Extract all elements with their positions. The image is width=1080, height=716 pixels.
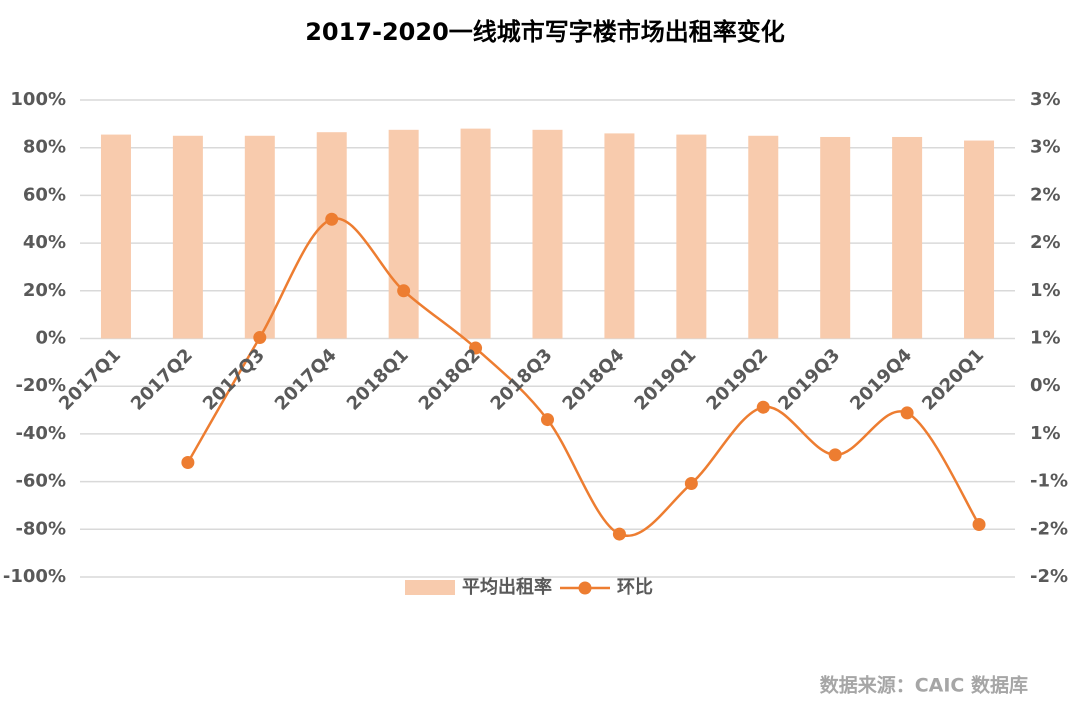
x-tick-label: 2017Q2	[127, 345, 197, 415]
y2-tick-label: 3%	[1030, 89, 1061, 110]
y-tick-label: 40%	[23, 232, 66, 253]
source: 数据来源：CAIC 数据库	[820, 674, 1028, 697]
x-tick-label: 2018Q4	[559, 345, 629, 415]
y-tick-label: -40%	[15, 423, 66, 444]
x-tick-label: 2018Q1	[343, 345, 413, 415]
y2-tick-label: 1%	[1030, 328, 1061, 349]
line-point	[541, 413, 554, 427]
y2-tick-label: 2%	[1030, 184, 1061, 205]
line-point	[828, 448, 842, 462]
y-tick-label: 20%	[23, 280, 66, 301]
y2-tick-label: -1%	[1030, 471, 1068, 492]
y-tick-label: 60%	[23, 184, 66, 205]
line-point	[325, 212, 339, 226]
line	[186, 217, 981, 538]
y2-tick-label: -2%	[1030, 566, 1068, 587]
bar	[604, 133, 635, 339]
bar	[460, 128, 491, 339]
bar	[172, 135, 203, 339]
x-tick-label: 2017Q4	[271, 345, 341, 415]
chart-title: 2017-2020一线城市写字楼市场出租率变化	[305, 18, 785, 46]
line-point	[181, 456, 195, 470]
x-tick-label: 2019Q4	[846, 345, 916, 415]
legend-label: 平均出租率	[462, 576, 552, 598]
legend-swatch	[405, 580, 455, 595]
line-point	[900, 406, 914, 420]
y2-tick-label: 3%	[1030, 137, 1061, 158]
y-tick-label: -20%	[15, 375, 66, 396]
line-point	[397, 284, 411, 298]
y-tick-label: -100%	[3, 566, 66, 587]
line-point	[972, 518, 986, 532]
y2-tick-label: 1%	[1030, 423, 1061, 444]
bar	[676, 134, 707, 339]
line-point	[469, 341, 483, 355]
line-point	[253, 331, 267, 345]
y2-tick-label: 0%	[1030, 375, 1061, 396]
y2-tick-label: 2%	[1030, 232, 1061, 253]
x-tick-label: 2017Q3	[199, 345, 269, 415]
bar	[820, 136, 851, 339]
bar	[748, 135, 779, 339]
y2-tick-label: 1%	[1030, 280, 1061, 301]
y-tick-label: -80%	[15, 518, 66, 539]
legend-label: 环比	[617, 577, 653, 598]
y-tick-label: 100%	[10, 89, 66, 110]
bar	[244, 135, 275, 339]
bar	[532, 129, 563, 339]
line-point	[684, 477, 698, 491]
x-tick-label: 2018Q3	[487, 345, 557, 415]
legend-swatch	[578, 581, 592, 595]
line-point	[612, 527, 626, 541]
x-tick-label: 2019Q3	[774, 345, 844, 415]
x-tick-label: 2020Q1	[918, 345, 988, 415]
x-tick-label: 2019Q1	[630, 345, 700, 415]
y-tick-label: -60%	[15, 471, 66, 492]
bar	[316, 132, 347, 339]
y-tick-label: 0%	[35, 328, 66, 349]
y-tick-label: 80%	[23, 137, 66, 158]
x-tick-label: 2018Q2	[415, 345, 485, 415]
bar	[100, 134, 131, 339]
bar	[964, 140, 995, 339]
line-point	[756, 400, 770, 414]
y2-tick-label: -2%	[1030, 518, 1068, 539]
bar	[892, 136, 923, 339]
bar	[388, 129, 419, 339]
